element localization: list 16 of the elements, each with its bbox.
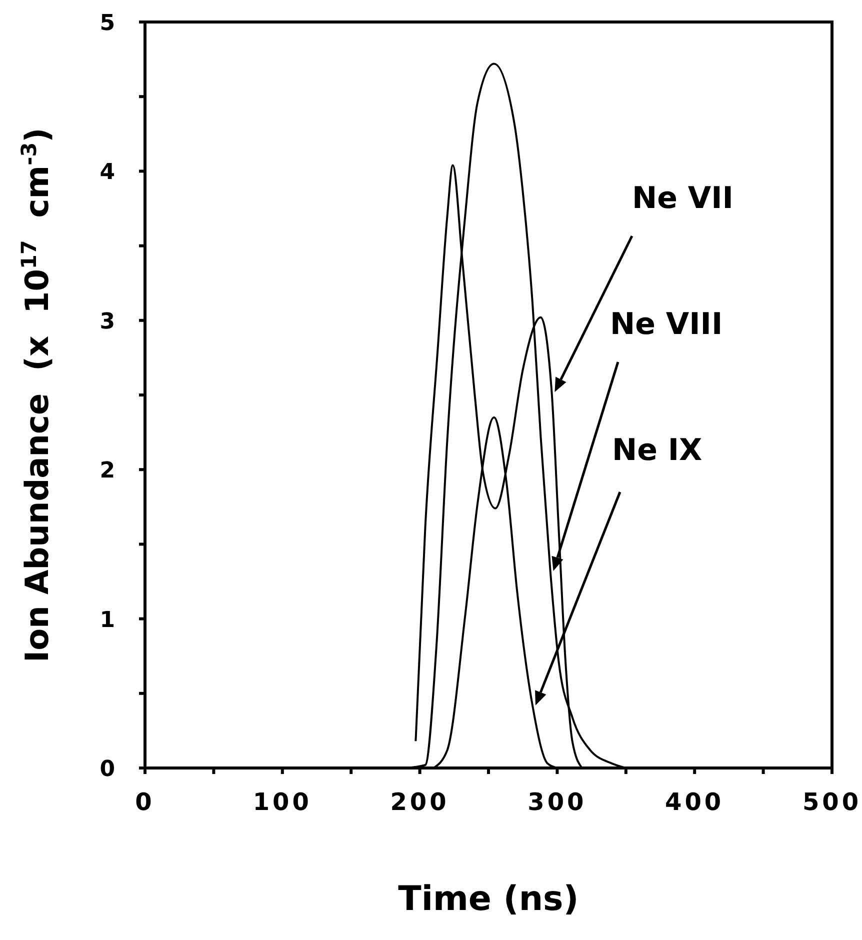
text: Ne VII (632, 181, 734, 216)
x-axis-title: Time (ns) (398, 879, 579, 919)
x-tick-label: 100 (252, 788, 312, 816)
y-tick-label: 4 (100, 160, 115, 186)
text: Ne IX (612, 433, 702, 468)
text: Ne VIII (610, 307, 723, 342)
y-tick-label: 3 (100, 309, 115, 334)
y-tick-label: 0 (100, 757, 115, 782)
y-tick-label: 2 (100, 458, 115, 484)
y-tick-label: 5 (100, 11, 115, 36)
x-tick-label: 0 (135, 788, 155, 816)
x-tick-label: 500 (802, 788, 862, 816)
x-tick-label: 400 (665, 788, 724, 816)
x-tick-label: 300 (528, 788, 587, 816)
x-tick-label: 200 (390, 788, 450, 816)
y-tick-label: 1 (100, 608, 115, 633)
